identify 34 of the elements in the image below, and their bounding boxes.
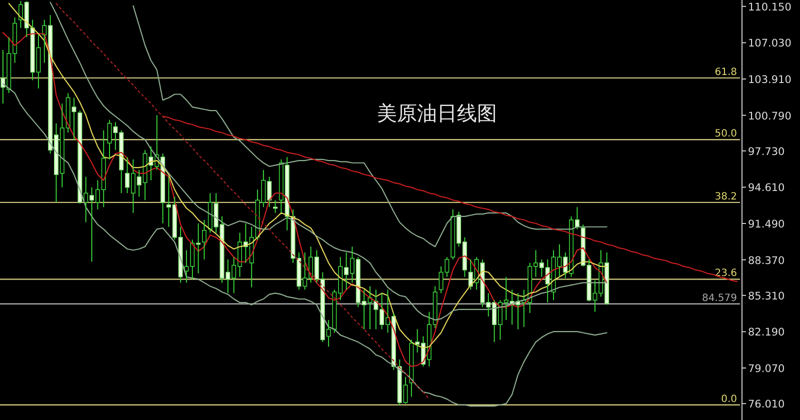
y-tick-label: 100.790	[748, 110, 792, 122]
candlestick	[450, 208, 456, 260]
candlestick	[386, 289, 390, 334]
line-series	[132, 5, 608, 248]
candlestick	[107, 119, 112, 160]
y-tick-label: 103.910	[748, 74, 792, 86]
y-tick-label: 85.310	[748, 290, 785, 302]
candlestick	[84, 176, 88, 223]
candlestick	[273, 200, 278, 214]
candlestick	[142, 150, 148, 201]
y-tick-label: 110.150	[748, 1, 792, 14]
y-tick-label: 88.370	[748, 254, 785, 267]
candlestick	[350, 246, 354, 284]
candlestick	[42, 19, 47, 64]
text: 美原油日线图	[377, 101, 497, 125]
candlestick	[208, 192, 212, 234]
y-tick-label: 97.730	[748, 146, 785, 158]
candlestick	[278, 158, 284, 214]
annotation: 23.6	[714, 268, 737, 280]
candlestick	[36, 34, 41, 89]
y-tick-label: 79.070	[748, 362, 785, 375]
annotation: 38.2	[714, 191, 737, 202]
y-tick-label: 107.030	[748, 38, 792, 50]
annotation: 61.8	[714, 66, 737, 78]
y-tick-label: 91.490	[748, 218, 785, 230]
candlestick	[409, 339, 414, 398]
y-tick-label: 82.190	[748, 326, 785, 339]
ref-line-label: 84.579	[702, 292, 737, 304]
y-tick-label: 94.610	[748, 182, 785, 194]
annotation: 0.0	[721, 394, 737, 405]
annotation: 50.0	[714, 128, 737, 140]
y-tick-label: 76.010	[748, 398, 785, 411]
candlestick	[130, 158, 136, 214]
candlestick	[202, 219, 206, 260]
